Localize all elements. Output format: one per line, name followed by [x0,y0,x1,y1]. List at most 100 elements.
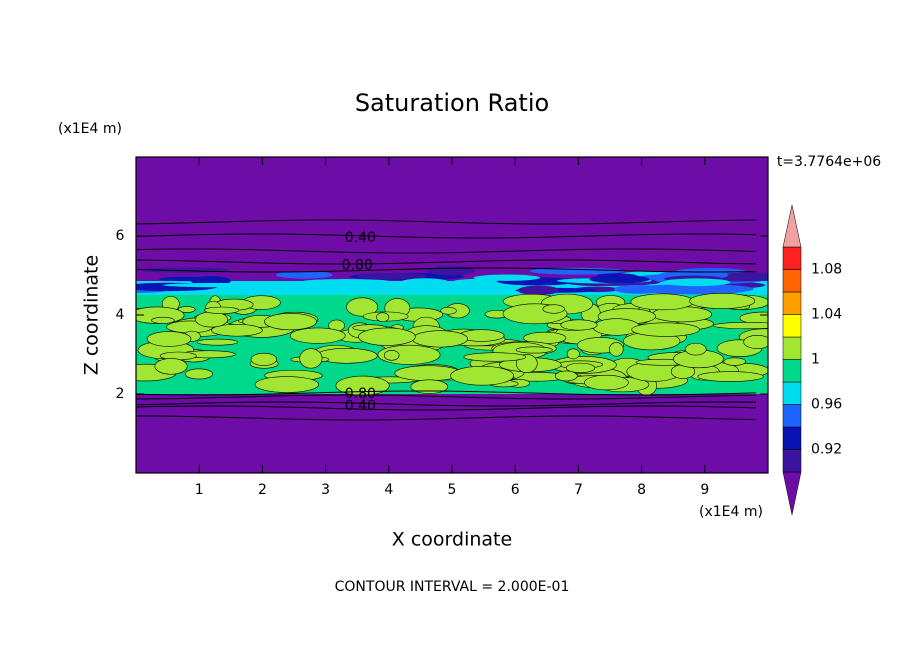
colorbar-label: 0.92 [811,442,842,458]
field-blob [410,379,449,394]
field-blob [542,304,565,314]
x-unit: (x1E4 m) [699,504,763,520]
colorbar-box [782,449,802,473]
field-streak [426,265,476,276]
field-blob [450,366,515,386]
field-blob [412,330,468,348]
y-tick-label: 2 [116,386,125,402]
field-blob [154,358,188,375]
field-streak [517,285,560,295]
field-streak [473,274,541,281]
colorbar-label: 1 [811,352,820,368]
field-blob [250,352,277,366]
contour-line [136,267,757,273]
contour-field [136,157,768,473]
field-blob [196,338,238,346]
field-blob [254,376,320,393]
x-axis-label: X coordinate [392,529,512,551]
contour-line [136,248,757,254]
field-blob [609,342,624,357]
field-blob [554,370,578,382]
contour-line [136,405,757,411]
x-tick-label: 9 [700,482,709,498]
contour-line [136,401,757,407]
field-blob [713,322,768,330]
field-blob [195,311,228,328]
contour-line [136,219,757,225]
y-tick-label: 4 [116,307,125,323]
colorbar-box [782,269,802,293]
field-blob [146,331,192,347]
x-tick-label: 8 [637,482,646,498]
field-streak [720,272,768,278]
field-blob [376,312,390,323]
x-tick-label: 7 [574,482,583,498]
colorbar-box [782,314,802,338]
field-blob [346,297,379,317]
colorbar-label: 0.96 [811,397,842,413]
field-blob [440,306,457,315]
x-tick-label: 3 [321,482,330,498]
field-blob [289,327,346,344]
field-blob [630,293,695,311]
field-blob [743,334,768,349]
field-blob [515,346,553,354]
field-blob [723,357,746,366]
field-streak [634,284,754,294]
x-tick-label: 5 [448,482,457,498]
field-streak [662,278,731,287]
field-blob [566,348,580,360]
field-blob [685,342,707,356]
colorbar-box [782,359,802,383]
field-streak [212,287,298,296]
y-axis-label: Z coordinate [81,255,103,375]
field-blob [383,349,400,361]
field-blob [184,368,213,380]
colorbar-box [782,381,802,405]
colorbar-box [782,336,802,360]
x-tick-label: 6 [511,482,520,498]
y-unit: (x1E4 m) [58,121,122,137]
field-blob [697,371,764,382]
field-blob [565,362,596,373]
field-blob [299,348,323,369]
time-label: t=3.7764e+06 [777,154,881,170]
field-blob [689,293,756,309]
chart-title: Saturation Ratio [355,89,549,117]
field-blob [631,322,700,337]
field-blob [203,306,240,314]
contour-line [136,233,757,239]
contour-label: 0.80 [342,258,373,274]
contour-line [136,415,757,421]
field-blob [178,306,196,313]
colorbar-box [782,426,802,450]
colorbar-above [782,204,802,248]
field-blob [264,313,317,331]
contour-label: 0.40 [345,230,376,246]
field-streak [301,278,391,285]
field-streak [162,283,275,288]
contour-line [136,394,757,400]
field-streak [399,278,451,288]
field-streak [589,275,650,284]
field-blob [560,319,598,331]
field-streak [529,267,625,275]
y-tick-label: 6 [116,228,125,244]
contour-line [136,390,757,396]
field-blob [211,324,263,337]
colorbar-box [782,291,802,315]
field-blob [151,316,175,324]
field-streak [275,271,333,279]
contour-label: 0.80 [345,386,376,402]
field-blob [358,327,416,346]
contour-line [136,259,757,265]
colorbar-label: 1.08 [811,262,842,278]
colorbar-below [782,471,802,516]
contour-label: 0.40 [345,398,376,414]
field-streak [357,272,427,280]
field-blob [592,318,641,336]
x-tick-label: 2 [258,482,267,498]
x-tick-label: 1 [195,482,204,498]
colorbar-label: 1.04 [811,307,842,323]
